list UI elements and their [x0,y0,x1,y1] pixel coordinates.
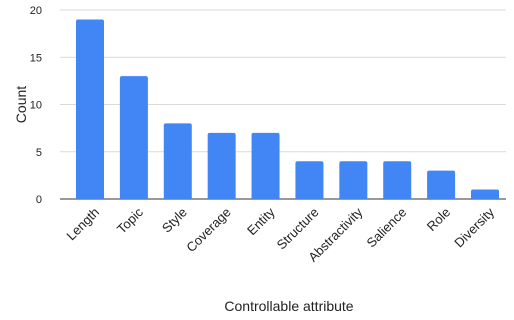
bar-coverage [207,132,236,199]
y-tick-labels: 0 5 10 15 20 [30,5,42,206]
bar-entity [251,132,280,199]
x-tick-label: Entity [244,204,278,238]
bar-role [427,170,456,199]
y-tick-label: 20 [30,5,42,17]
bar-structure [295,161,324,199]
x-tick-label: Role [424,205,454,235]
bar-diversity [471,189,499,199]
x-tick-label: Diversity [451,204,497,250]
x-tick-label: Style [159,205,190,236]
x-tick-label: Length [63,205,102,244]
bar-style [163,123,192,199]
x-tick-label: Coverage [183,205,233,255]
bar-length [76,19,104,200]
x-axis-title: Controllable attribute [224,298,353,314]
x-tick-label: Topic [114,204,146,236]
x-tick-label: Salience [363,205,409,251]
bar-salience [383,161,412,199]
y-tick-label: 10 [30,100,42,112]
y-axis-title: Count [13,86,29,123]
y-tick-label: 15 [30,52,42,64]
bar-topic [119,76,148,199]
bar-abstractivity [339,161,368,199]
y-tick-label: 0 [36,194,42,206]
bars [76,19,499,200]
y-tick-label: 5 [36,147,42,159]
